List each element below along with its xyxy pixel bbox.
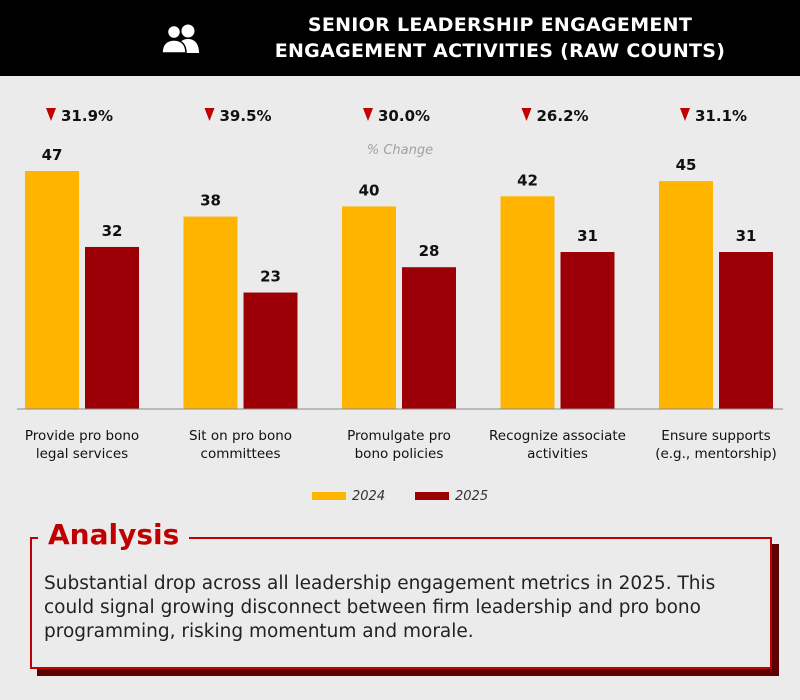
legend-swatch-2025 bbox=[415, 492, 449, 500]
pct-change-value: 39.5% bbox=[220, 107, 272, 125]
pct-change-value: 26.2% bbox=[537, 107, 589, 125]
down-arrow-icon bbox=[521, 108, 532, 121]
bar-value-label: 31 bbox=[577, 227, 598, 245]
category-label: Recognize associate bbox=[489, 428, 626, 444]
legend-label-2025: 2025 bbox=[455, 489, 488, 504]
bar-value-label: 40 bbox=[359, 181, 380, 199]
category-label: Ensure supports bbox=[661, 428, 770, 444]
bar-value-label: 45 bbox=[676, 156, 697, 174]
category-label: Sit on pro bono bbox=[189, 428, 292, 444]
bar-value-label: 32 bbox=[102, 222, 123, 240]
bar-2025 bbox=[243, 292, 298, 409]
bar-2024 bbox=[25, 171, 79, 409]
category-label: bono policies bbox=[355, 446, 444, 462]
bar-2024 bbox=[183, 216, 238, 409]
category-label: (e.g., mentorship) bbox=[655, 446, 777, 462]
bar-2025 bbox=[85, 246, 139, 409]
analysis-title: Analysis bbox=[38, 517, 190, 553]
category-label: Provide pro bono bbox=[25, 428, 139, 444]
pct-change-value: 31.1% bbox=[695, 107, 747, 125]
bar-2024 bbox=[500, 196, 555, 409]
bar-2025 bbox=[719, 252, 773, 409]
bar-2025 bbox=[560, 252, 615, 409]
title-line-2: ENGAGEMENT ACTIVITIES (RAW COUNTS) bbox=[274, 40, 726, 62]
pct-change-value: 30.0% bbox=[378, 107, 430, 125]
down-arrow-icon bbox=[46, 108, 56, 121]
legend-label-2024: 2024 bbox=[352, 489, 385, 504]
bar-chart: % Change 31.9% 47 32 Provide pro bono legal s… bbox=[17, 107, 783, 504]
title-line-1: SENIOR LEADERSHIP ENGAGEMENT bbox=[307, 14, 693, 36]
category-label: committees bbox=[201, 446, 281, 462]
bar-2025 bbox=[402, 267, 456, 409]
legend-swatch-2024 bbox=[312, 492, 346, 500]
bar-value-label: 42 bbox=[517, 171, 538, 189]
pct-change-label: % Change bbox=[367, 143, 433, 158]
bar-2024 bbox=[342, 206, 396, 409]
bar-value-label: 47 bbox=[42, 146, 63, 164]
down-arrow-icon bbox=[363, 108, 373, 121]
pct-change-value: 31.9% bbox=[61, 107, 113, 125]
category-label: activities bbox=[527, 446, 588, 462]
bar-2024 bbox=[659, 181, 713, 409]
bar-value-label: 38 bbox=[200, 192, 221, 210]
down-arrow-icon bbox=[204, 108, 215, 121]
header-bar: SENIOR LEADERSHIP ENGAGEMENT ENGAGEMENT … bbox=[0, 0, 800, 76]
analysis-text: Substantial drop across all leadership e… bbox=[44, 573, 716, 642]
category-label: Promulgate pro bbox=[347, 428, 451, 444]
analysis-box bbox=[30, 537, 772, 669]
page-title: SENIOR LEADERSHIP ENGAGEMENT ENGAGEMENT … bbox=[200, 12, 800, 64]
users-icon bbox=[161, 24, 199, 54]
bar-value-label: 23 bbox=[260, 268, 281, 286]
bar-value-label: 31 bbox=[736, 227, 757, 245]
down-arrow-icon bbox=[680, 108, 690, 121]
bar-value-label: 28 bbox=[419, 242, 440, 260]
category-label: legal services bbox=[36, 446, 128, 462]
